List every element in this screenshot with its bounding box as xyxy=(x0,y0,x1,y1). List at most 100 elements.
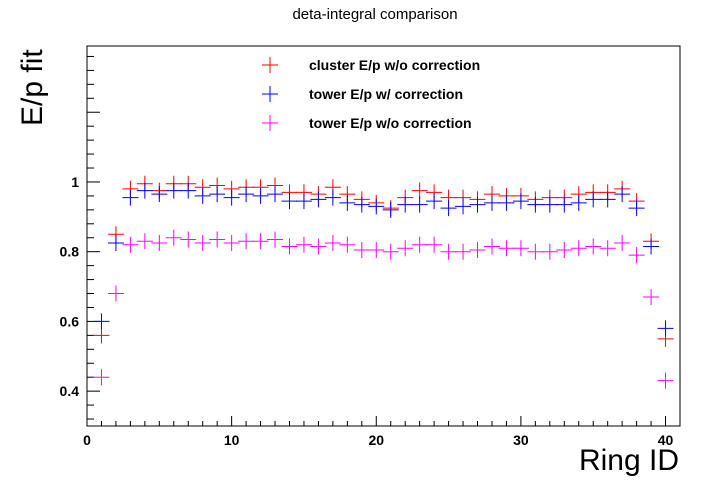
x-tick-label: 40 xyxy=(658,432,674,448)
data-point xyxy=(541,196,558,213)
data-point xyxy=(165,229,182,246)
data-point xyxy=(614,234,631,251)
data-point xyxy=(643,289,660,306)
data-point xyxy=(238,186,255,203)
legend: cluster E/p w/o correction tower E/p w/ c… xyxy=(262,57,480,131)
data-point xyxy=(411,236,428,253)
data-point xyxy=(556,241,573,258)
x-axis: 0 10 20 30 40 xyxy=(83,416,681,448)
data-point xyxy=(599,240,616,257)
y-axis: 0.4 0.6 0.8 1 xyxy=(60,55,100,420)
data-point xyxy=(136,182,153,199)
y-tick-label: 0.4 xyxy=(60,383,80,399)
data-point xyxy=(267,231,284,248)
series-1-points xyxy=(93,175,674,347)
y-tick-label: 1 xyxy=(71,174,79,190)
data-point xyxy=(628,247,645,264)
data-point xyxy=(180,182,197,199)
data-point xyxy=(165,182,182,199)
data-point xyxy=(440,200,457,217)
data-point xyxy=(339,236,356,253)
data-point xyxy=(368,241,385,258)
plot-frame xyxy=(86,45,681,427)
data-point xyxy=(107,285,124,302)
legend-label: cluster E/p w/o correction xyxy=(309,57,480,73)
data-point xyxy=(455,198,472,215)
data-point xyxy=(194,234,211,251)
data-point xyxy=(397,196,414,213)
legend-label: tower E/p w/o correction xyxy=(309,115,472,131)
data-point xyxy=(107,234,124,251)
data-point xyxy=(382,201,399,218)
data-point xyxy=(122,189,139,206)
series-2-points xyxy=(93,182,674,337)
data-point xyxy=(440,243,457,260)
data-point xyxy=(310,191,327,208)
data-point xyxy=(411,182,428,199)
data-point xyxy=(252,233,269,250)
data-point xyxy=(353,241,370,258)
data-points xyxy=(93,175,674,389)
data-point xyxy=(469,196,486,213)
data-point xyxy=(469,241,486,258)
data-point xyxy=(643,238,660,255)
data-point xyxy=(585,191,602,208)
data-point xyxy=(483,238,500,255)
data-point xyxy=(498,240,515,257)
data-point xyxy=(324,189,341,206)
data-point xyxy=(512,193,529,210)
data-point xyxy=(93,327,110,344)
data-point xyxy=(295,236,312,253)
data-point xyxy=(295,193,312,210)
data-point xyxy=(657,372,674,389)
data-point xyxy=(281,238,298,255)
y-axis-title: E/p fit xyxy=(16,49,49,126)
data-point xyxy=(252,187,269,204)
data-point xyxy=(151,186,168,203)
data-point xyxy=(194,187,211,204)
chart-title: deta-integral comparison xyxy=(292,6,457,23)
data-point xyxy=(93,313,110,330)
y-tick-label: 0.8 xyxy=(60,244,80,260)
data-point xyxy=(382,243,399,260)
data-point xyxy=(209,186,226,203)
data-point xyxy=(599,191,616,208)
data-point xyxy=(426,236,443,253)
data-point xyxy=(570,240,587,257)
data-point xyxy=(93,369,110,386)
data-point xyxy=(483,194,500,211)
data-point xyxy=(267,186,284,203)
data-point xyxy=(339,194,356,211)
data-point xyxy=(426,193,443,210)
data-point xyxy=(657,320,674,337)
x-axis-title: Ring ID xyxy=(579,444,679,477)
x-tick-label: 0 xyxy=(83,432,91,448)
data-point xyxy=(122,236,139,253)
data-point xyxy=(541,243,558,260)
data-point xyxy=(628,200,645,217)
data-point xyxy=(498,194,515,211)
x-tick-label: 20 xyxy=(368,432,384,448)
data-point xyxy=(570,194,587,211)
data-point xyxy=(223,234,240,251)
data-point xyxy=(209,231,226,248)
series-3-points xyxy=(93,229,674,389)
legend-label: tower E/p w/ correction xyxy=(309,86,463,102)
x-tick-label: 30 xyxy=(513,432,529,448)
data-point xyxy=(411,196,428,213)
data-point xyxy=(281,193,298,210)
legend-marker xyxy=(262,57,278,73)
data-point xyxy=(368,198,385,215)
data-point xyxy=(397,240,414,257)
legend-marker xyxy=(262,86,278,102)
data-point xyxy=(151,234,168,251)
data-point xyxy=(556,196,573,213)
data-point xyxy=(353,196,370,213)
data-point xyxy=(238,233,255,250)
data-point xyxy=(136,233,153,250)
y-tick-label: 0.6 xyxy=(60,313,80,329)
data-point xyxy=(527,196,544,213)
data-point xyxy=(223,189,240,206)
data-point xyxy=(512,240,529,257)
